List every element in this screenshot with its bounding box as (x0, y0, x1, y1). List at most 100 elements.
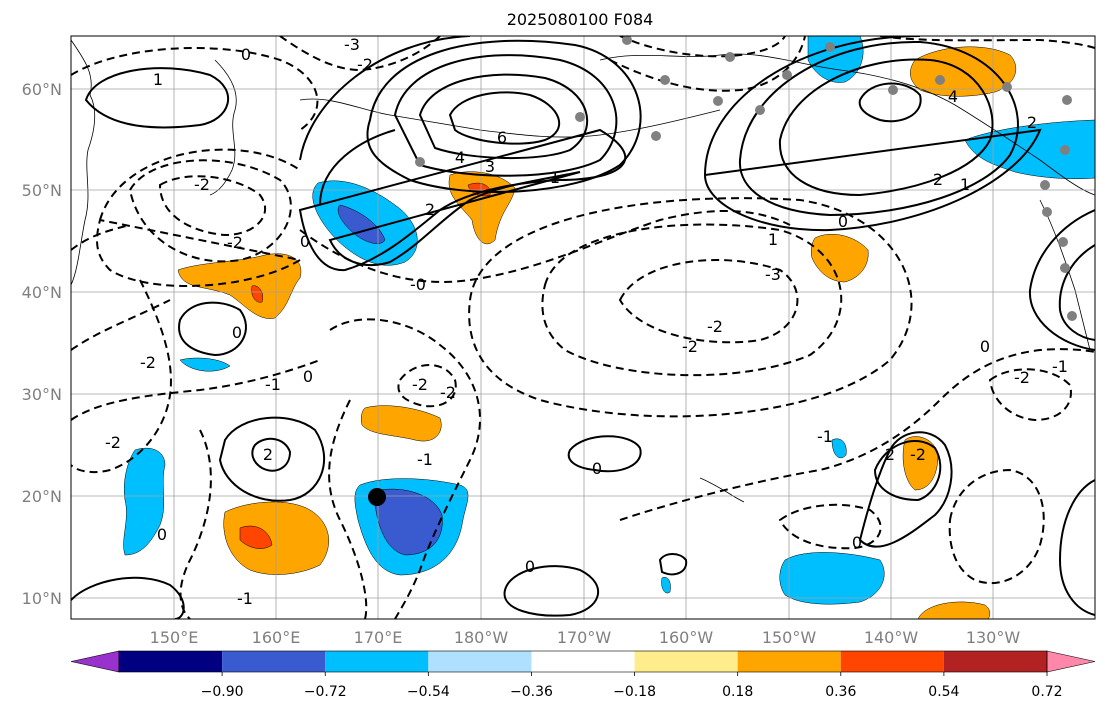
contour-label: -1 (817, 427, 833, 446)
contour-label: 3 (485, 157, 495, 176)
colorbar-ticks: −0.90 −0.72 −0.54 −0.36 −0.18 0.18 0.36 0.54 0.7… (201, 672, 1063, 700)
station-marker (825, 42, 835, 52)
contour-pos-ring-bottom-left (71, 576, 185, 619)
gridlines (71, 36, 1095, 619)
contour-pos-ring-central (567, 435, 642, 473)
station-marker (1067, 311, 1077, 321)
contour-label: 4 (948, 87, 958, 106)
contour-label: -2 (140, 353, 156, 372)
contour-pos-long (319, 129, 581, 266)
target-point-marker (368, 488, 386, 506)
contour-label: -2 (105, 433, 121, 452)
colorbar-segment (222, 651, 326, 672)
contour-pos-ring-east (738, 40, 1019, 217)
contours-positive (71, 36, 1095, 619)
map-frame (70, 35, 1096, 620)
anomaly-pos-region-se (902, 436, 939, 491)
lon-tick-label: 160°W (659, 628, 714, 647)
contour-labels: 1 0 -3 -2 6 4 3 1 2 0 -2 -2 0 -0 -2 -1 0… (105, 36, 1068, 608)
contour-label: 0 (241, 45, 251, 64)
contour-label: -2 (1014, 368, 1030, 387)
lon-tick-label: 140°W (864, 628, 919, 647)
contour-label: -2 (707, 317, 723, 336)
station-marker (622, 36, 632, 45)
station-marker (1058, 237, 1068, 247)
contour-label: -1 (417, 450, 433, 469)
contour-pos-ring-west (84, 67, 230, 129)
station-marker (651, 131, 661, 141)
colorbar-tick-label: −0.36 (510, 684, 553, 700)
station-marker (1062, 95, 1072, 105)
contour-neg-east (988, 368, 1072, 422)
contour-label: -0 (410, 275, 426, 294)
contour-pos-long (298, 36, 627, 272)
anomaly-neg-blob-small (831, 438, 847, 459)
anomaly-neg-core-nw (337, 204, 386, 244)
contour-pos-east-edge (1058, 244, 1095, 341)
contour-label: 2 (885, 445, 895, 464)
colorbar-tick-label: −0.90 (201, 684, 244, 700)
station-marker (1060, 145, 1070, 155)
lon-tick-label: 130°W (966, 628, 1021, 647)
colorbar-segment (531, 651, 635, 672)
colorbar-tick-label: −0.18 (613, 684, 656, 700)
contour-label: -2 (227, 233, 243, 252)
contour-neg-long (71, 279, 172, 474)
contour-pos-ring-sw (218, 416, 325, 502)
lat-tick-label: 60°N (22, 80, 62, 99)
colorbar-segments (70, 650, 1096, 673)
contour-pos-ring-tiny (658, 553, 688, 576)
colorbar-segment (428, 651, 532, 672)
anomaly-pos-core-sw (239, 525, 273, 549)
contour-neg-north (879, 36, 1095, 49)
contour-label: 0 (525, 557, 535, 576)
contour-label: -1 (1052, 357, 1068, 376)
colorbar-tick-label: −0.72 (304, 684, 347, 700)
coastline-asia (71, 39, 96, 286)
contour-neg-north (619, 36, 786, 58)
colorbar-tick-label: 0.36 (825, 684, 856, 700)
colorbar-outline (118, 650, 1048, 673)
station-marker (1002, 82, 1012, 92)
contour-label: -2 (440, 383, 456, 402)
station-marker (660, 75, 670, 85)
contour-neg-loop-central (468, 197, 913, 418)
contour-label: 1 (153, 70, 163, 89)
contour-label: 0 (157, 525, 167, 544)
contour-label: 4 (455, 148, 465, 167)
coastline-kamchatka (209, 59, 237, 196)
contour-label: -3 (765, 265, 781, 284)
lon-tick-label: 160°E (252, 628, 301, 647)
contour-pos-se-loop (873, 439, 942, 502)
contour-label: 2 (263, 445, 273, 464)
coastlines (71, 39, 1095, 503)
lat-tick-label: 50°N (22, 181, 62, 200)
contour-label: 0 (838, 212, 848, 231)
contour-neg-north (609, 36, 806, 92)
contour-label: -1 (237, 589, 253, 608)
colorbar: −0.90 −0.72 −0.54 −0.36 −0.18 0.18 0.36 0.54 0.7… (70, 650, 1096, 700)
station-marker (415, 157, 425, 167)
map-title: 2025080100 F084 (507, 10, 654, 29)
station-marker (1060, 263, 1070, 273)
contour-neg-loop-central (618, 259, 799, 344)
lat-tick-label: 20°N (22, 487, 62, 506)
contour-pos-east-edge (1058, 479, 1095, 616)
contour-label: 0 (592, 459, 602, 478)
contour-label: 6 (497, 128, 507, 147)
station-marker (888, 85, 898, 95)
contour-neg-east (778, 503, 882, 550)
contour-neg-loop (96, 148, 303, 287)
contour-label: 1 (550, 168, 560, 187)
contour-pos-ring-east (778, 58, 994, 197)
contour-neg-long (71, 359, 368, 619)
contour-pos-ring (448, 91, 561, 145)
contour-label: 0 (300, 232, 310, 251)
colorbar-segment (840, 651, 944, 672)
contour-pos-se-loop (858, 431, 953, 548)
contour-neg-east (619, 348, 1095, 521)
contours-negative (71, 36, 1095, 619)
coastline-hawaii (699, 477, 745, 503)
contour-label: -1 (265, 375, 281, 394)
contour-neg-loop (158, 175, 266, 237)
